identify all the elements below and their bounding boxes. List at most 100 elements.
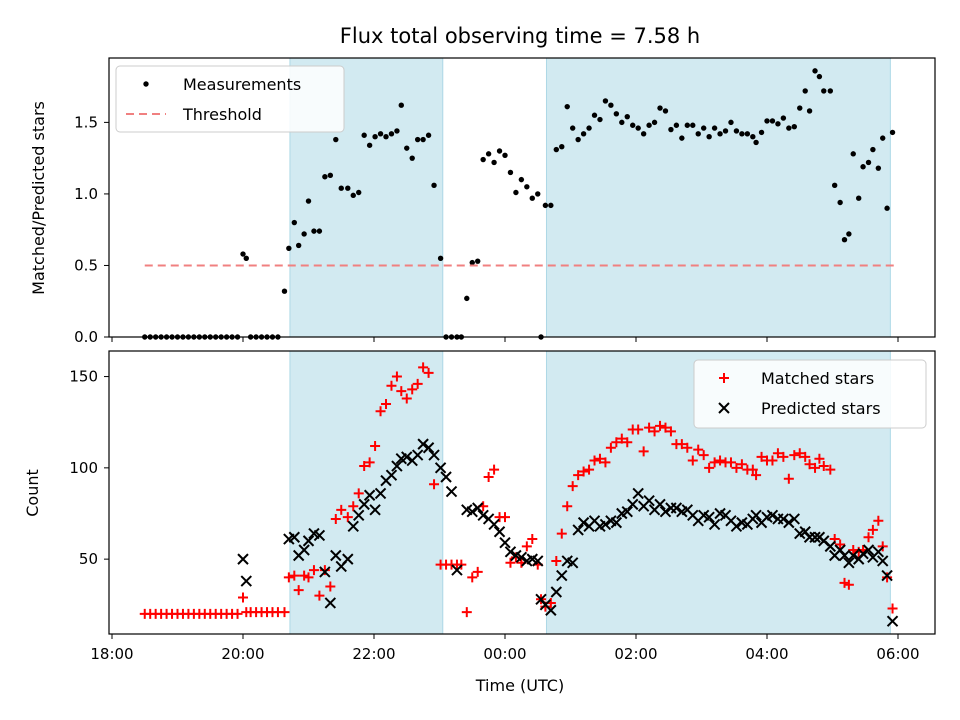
top-y-axis-label: Matched/Predicted stars [29,101,48,295]
predicted-point [353,509,365,522]
predicted-point [632,487,644,500]
predicted-point [374,487,387,500]
matched-point [873,515,884,526]
measurement-point [564,103,570,110]
matched-point [594,453,605,464]
measurement-point [295,242,302,249]
matched-point [848,545,859,556]
measurement-point [591,112,598,118]
matched-point [521,541,532,552]
matched-point [676,439,687,450]
predicted-point [237,553,249,565]
measurement-point [366,142,373,148]
bottom-legend: Matched stars Predicted stars [693,359,927,429]
predicted-point [342,553,354,565]
measurement-point [301,231,307,237]
predicted-point [466,505,478,518]
matched-point [665,426,676,437]
matched-point [589,455,600,466]
measurement-point [383,133,389,140]
measurement-point [475,258,481,264]
measurement-point [281,288,288,294]
measurement-point [559,144,565,150]
matched-point [461,607,472,618]
measurement-point [841,237,848,243]
matched-point [783,473,794,484]
matched-point [835,539,846,550]
measurement-point [575,136,581,143]
predicted-point [838,549,851,562]
matched-point [293,585,304,596]
measurement-point [733,128,740,134]
predicted-point [599,518,612,531]
measurement-point [831,182,838,189]
measurement-point [668,126,674,133]
matched-point [751,470,762,481]
matched-point [725,457,736,468]
matched-point [527,534,538,545]
measurement-point [469,259,475,266]
predicted-point [319,566,331,578]
predicted-point [809,531,821,543]
predicted-point [777,513,790,525]
measurement-point [837,199,843,206]
predicted-point [843,557,855,569]
matched-point [767,455,778,466]
measurement-point [377,131,384,137]
measurement-point [880,135,886,141]
matched-point [467,572,478,583]
matched-point [747,464,758,475]
predicted-point [872,546,885,558]
measurement-point [404,145,410,151]
x-tick-label-1: 20:00 [221,645,264,663]
predicted-point [391,460,403,472]
matched-point [386,380,397,391]
predicted-point [288,531,301,543]
matched-point [342,512,353,523]
matched-point [814,453,825,464]
predicted-point [363,489,376,501]
matched-point [810,462,821,473]
matched-point [303,572,314,583]
matched-point [412,378,423,389]
matched-point [825,464,836,475]
matched-point [616,433,627,444]
matched-point [633,424,644,435]
matched-point [698,450,709,461]
measurement-point [464,295,470,302]
measurement-point [597,116,603,123]
measurement-point [394,128,400,134]
measurement-point [524,184,530,190]
measurement-point [646,122,652,128]
matched-point [562,501,573,512]
measurement-point [286,245,292,251]
matched-point [232,608,243,619]
measurement-point [333,136,339,143]
predicted-point [240,575,252,587]
bottom-y-axis-label: Count [23,469,42,517]
predicted-point [783,516,795,529]
matched-point [505,557,516,568]
bottom-series-predicted-stars [237,438,899,627]
measurement-point [816,73,823,80]
measurement-point [856,195,862,201]
bottom-series-layer [139,362,899,627]
matched-point [299,570,310,581]
matched-point [364,457,375,468]
predicted-point [401,451,413,463]
measurement-point [569,125,576,131]
measurement-point [431,182,437,189]
matched-point [429,479,440,490]
measurement-point [690,122,696,128]
matched-point [887,603,898,614]
measurement-point [722,128,729,134]
measurement-point [753,139,759,146]
top-axes-frame [108,57,936,338]
predicted-point [324,597,337,609]
measurement-point [420,136,426,143]
predicted-point [417,438,429,450]
measurement-point [791,123,797,130]
x-axis-label: Time (UTC) [475,676,564,695]
legend-marker-predicted-stars [718,402,730,414]
measurement-point [356,189,362,196]
